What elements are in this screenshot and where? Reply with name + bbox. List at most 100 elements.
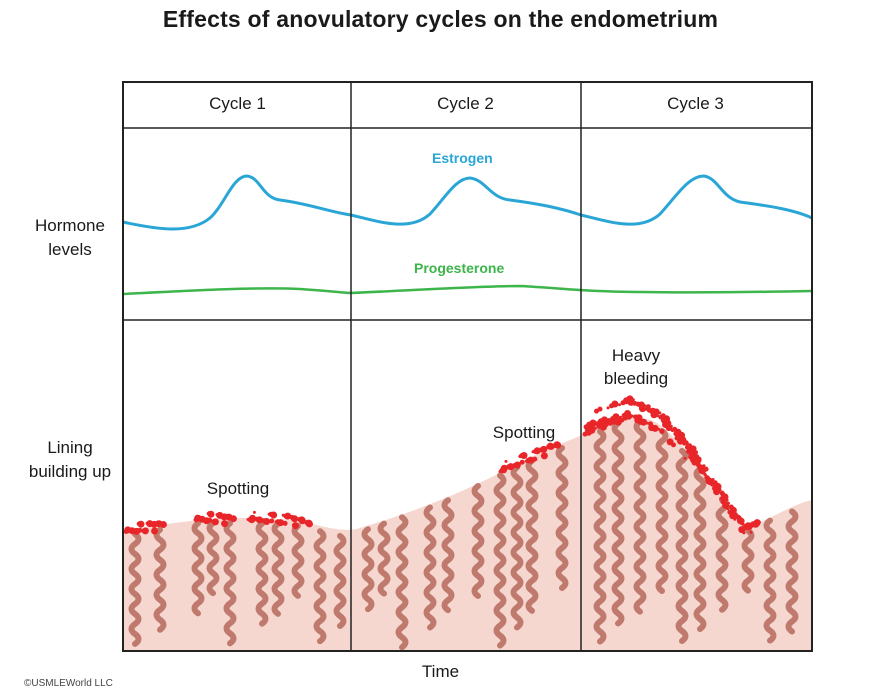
- blood-spot: [594, 408, 599, 414]
- blood-spot: [611, 400, 619, 408]
- gland: [633, 418, 647, 615]
- diagram-title: Effects of anovulatory cycles on the end…: [162, 6, 719, 32]
- time-axis-label: Time: [421, 662, 460, 681]
- gland: [741, 527, 755, 594]
- estrogen-curve: [122, 174, 813, 231]
- blood-spot: [642, 420, 646, 424]
- blood-spot: [645, 421, 649, 425]
- blood-spot: [524, 453, 528, 457]
- gland: [377, 520, 391, 597]
- blood-spot: [660, 416, 668, 424]
- blood-spot: [150, 520, 158, 528]
- blood-spot: [505, 464, 511, 470]
- gland: [785, 508, 799, 635]
- blood-spot: [750, 521, 756, 527]
- blood-spot: [590, 428, 594, 432]
- blood-spot: [695, 450, 698, 454]
- blood-spot: [267, 520, 270, 523]
- gland: [763, 517, 777, 644]
- blood-spot: [591, 421, 595, 425]
- blood-spot: [637, 401, 645, 409]
- blood-spot: [281, 513, 285, 517]
- blood-spot: [681, 438, 685, 442]
- blood-spot: [649, 407, 657, 415]
- blood-spot: [228, 515, 232, 519]
- blood-spot: [254, 516, 260, 522]
- bleeding-marks: [123, 395, 761, 535]
- blood-spot: [632, 400, 637, 406]
- blood-spot: [604, 421, 608, 424]
- blood-spot: [233, 517, 237, 521]
- gland: [441, 497, 455, 614]
- blood-spot: [610, 417, 618, 425]
- gland: [313, 528, 327, 645]
- gland: [206, 520, 220, 597]
- blood-spot: [553, 441, 561, 449]
- blood-spot: [713, 488, 721, 496]
- blood-spot: [622, 397, 630, 405]
- gland: [611, 420, 625, 627]
- cycle-2-label: Cycle 2: [437, 94, 494, 113]
- blood-spot: [683, 440, 689, 446]
- blood-spot: [645, 404, 651, 410]
- blood-spot: [538, 447, 544, 453]
- cycle-3-label: Cycle 3: [667, 94, 724, 113]
- hormone-levels-label: Hormone levels: [35, 216, 105, 259]
- blood-spot: [128, 527, 134, 533]
- blood-spot: [289, 514, 295, 520]
- blood-spot: [132, 528, 138, 534]
- blood-spot: [669, 424, 673, 428]
- gland: [191, 520, 205, 617]
- blood-spot: [749, 530, 753, 534]
- blood-spot: [511, 464, 515, 468]
- blood-spot: [710, 483, 714, 487]
- blood-spot: [668, 440, 672, 444]
- gland: [593, 428, 607, 645]
- blood-spot: [123, 529, 129, 534]
- blood-spot: [517, 462, 521, 466]
- blood-spot: [597, 418, 605, 426]
- grid-lines: [122, 81, 813, 652]
- gland: [395, 514, 409, 651]
- gland: [291, 522, 305, 599]
- blood-spot: [585, 428, 592, 436]
- blood-spot: [720, 499, 726, 505]
- blood-spot: [544, 453, 548, 457]
- blood-spot: [154, 529, 158, 533]
- endometrial-glands: [128, 418, 799, 651]
- gland: [255, 520, 269, 627]
- blood-spot: [695, 462, 701, 468]
- blood-spot: [696, 456, 702, 462]
- blood-spot: [619, 417, 625, 423]
- blood-spot: [657, 427, 661, 431]
- blood-spot: [163, 522, 167, 526]
- gland: [715, 496, 729, 613]
- blood-spot: [592, 424, 596, 428]
- blood-spot: [533, 447, 541, 455]
- blood-spot: [648, 424, 656, 432]
- blood-spot: [727, 509, 733, 515]
- heavy-bleeding-label: Heavy bleeding: [603, 346, 669, 388]
- blood-spot: [519, 459, 525, 465]
- blood-spot: [220, 513, 228, 521]
- gland: [271, 520, 285, 617]
- blood-spot: [683, 456, 687, 460]
- blood-spot: [635, 414, 643, 422]
- blood-spot: [742, 524, 748, 530]
- blood-spot: [629, 400, 633, 404]
- blood-spot: [202, 517, 208, 523]
- estrogen-label: Estrogen: [432, 150, 493, 166]
- blood-spot: [224, 522, 228, 526]
- gland: [423, 504, 437, 631]
- gland: [128, 530, 142, 647]
- progesterone-label: Progesterone: [414, 260, 505, 276]
- gland: [153, 526, 167, 633]
- blood-spot: [726, 507, 730, 511]
- blood-spot: [741, 522, 744, 526]
- blood-spot: [525, 457, 531, 463]
- gland: [361, 526, 375, 613]
- blood-spot: [725, 498, 729, 502]
- blood-spot: [618, 403, 621, 407]
- blood-spot: [658, 411, 662, 415]
